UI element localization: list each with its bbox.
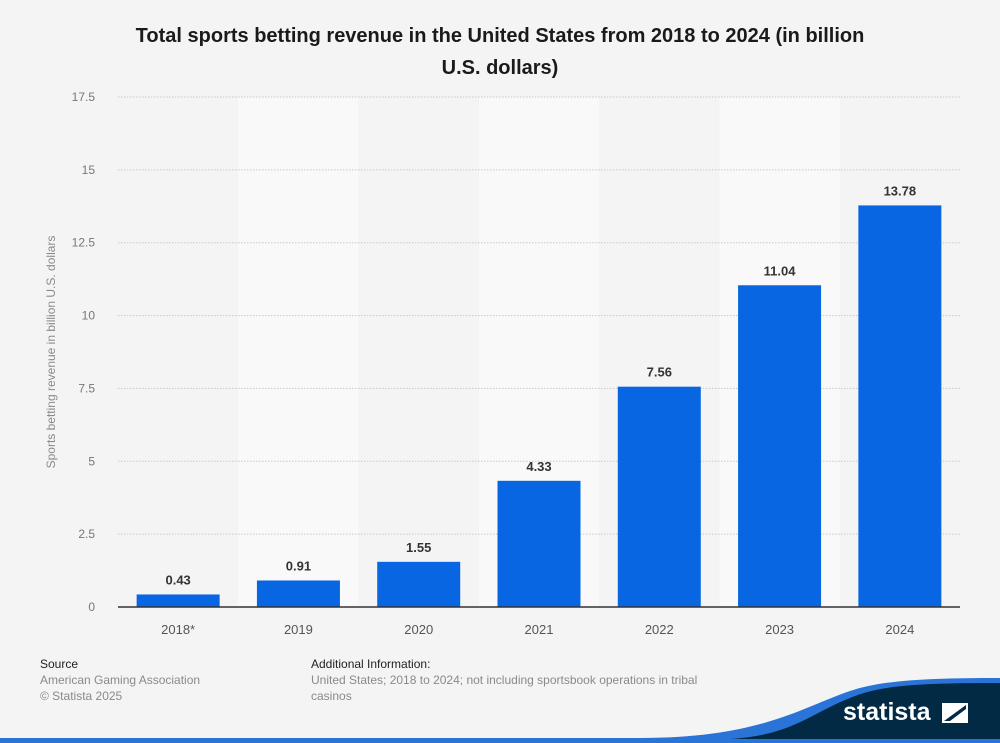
bar-2018[interactable] bbox=[136, 594, 220, 607]
y-tick-label: 10 bbox=[82, 309, 96, 323]
bar-value-label: 11.04 bbox=[764, 263, 797, 278]
x-tick-label: 2021 bbox=[525, 622, 554, 637]
source-heading: Source bbox=[40, 657, 79, 671]
y-tick-label: 2.5 bbox=[78, 527, 95, 541]
bar-value-label: 13.78 bbox=[884, 183, 917, 198]
additional-info-block: Additional Information: United States; 2… bbox=[311, 656, 731, 704]
bar-2021[interactable] bbox=[497, 480, 581, 607]
x-axis-ticks: 2018* 2019 2020 2021 2022 2023 2024 bbox=[161, 622, 914, 637]
bars bbox=[136, 205, 942, 607]
background-band bbox=[238, 97, 359, 607]
x-tick-label: 2024 bbox=[885, 622, 914, 637]
x-tick-label: 2020 bbox=[404, 622, 433, 637]
y-axis-label: Sports betting revenue in billion U.S. d… bbox=[44, 236, 58, 469]
x-tick-label: 2023 bbox=[765, 622, 794, 637]
bar-value-label: 7.56 bbox=[647, 365, 672, 380]
bar-value-label: 4.33 bbox=[526, 459, 551, 474]
statista-logo-text[interactable]: statista bbox=[843, 698, 931, 726]
x-tick-label: 2018* bbox=[161, 622, 195, 637]
source-block: Source American Gaming Association © Sta… bbox=[40, 656, 200, 704]
additional-info-text: United States; 2018 to 2024; not includi… bbox=[311, 673, 698, 703]
bar-2023[interactable] bbox=[738, 285, 822, 607]
y-tick-label: 5 bbox=[88, 454, 95, 468]
y-axis-ticks: 0 2.5 5 7.5 10 12.5 15 17.5 bbox=[72, 90, 96, 614]
copyright: © Statista 2025 bbox=[40, 689, 123, 703]
y-tick-label: 0 bbox=[88, 600, 95, 614]
y-tick-label: 17.5 bbox=[72, 90, 96, 104]
bar-2019[interactable] bbox=[256, 580, 340, 607]
chart-title-line-1: Total sports betting revenue in the Unit… bbox=[135, 25, 865, 47]
chart-title-line-2: U.S. dollars) bbox=[441, 57, 559, 79]
bar-value-label: 0.91 bbox=[286, 558, 311, 573]
chart-title: Total sports betting revenue in the Unit… bbox=[90, 20, 910, 84]
value-labels: 0.43 0.91 1.55 4.33 7.56 11.04 13.78 bbox=[165, 183, 916, 587]
bar-value-label: 1.55 bbox=[406, 540, 431, 555]
x-tick-label: 2022 bbox=[645, 622, 674, 637]
y-tick-label: 7.5 bbox=[78, 381, 95, 395]
y-tick-label: 12.5 bbox=[72, 236, 96, 250]
bar-2024[interactable] bbox=[858, 205, 942, 607]
additional-info-heading: Additional Information: bbox=[311, 657, 431, 671]
bar-2022[interactable] bbox=[617, 386, 701, 607]
y-tick-label: 15 bbox=[82, 163, 96, 177]
x-tick-label: 2019 bbox=[284, 622, 313, 637]
source-name[interactable]: American Gaming Association bbox=[40, 673, 201, 687]
bar-2020[interactable] bbox=[377, 561, 461, 607]
bar-value-label: 0.43 bbox=[165, 572, 190, 587]
